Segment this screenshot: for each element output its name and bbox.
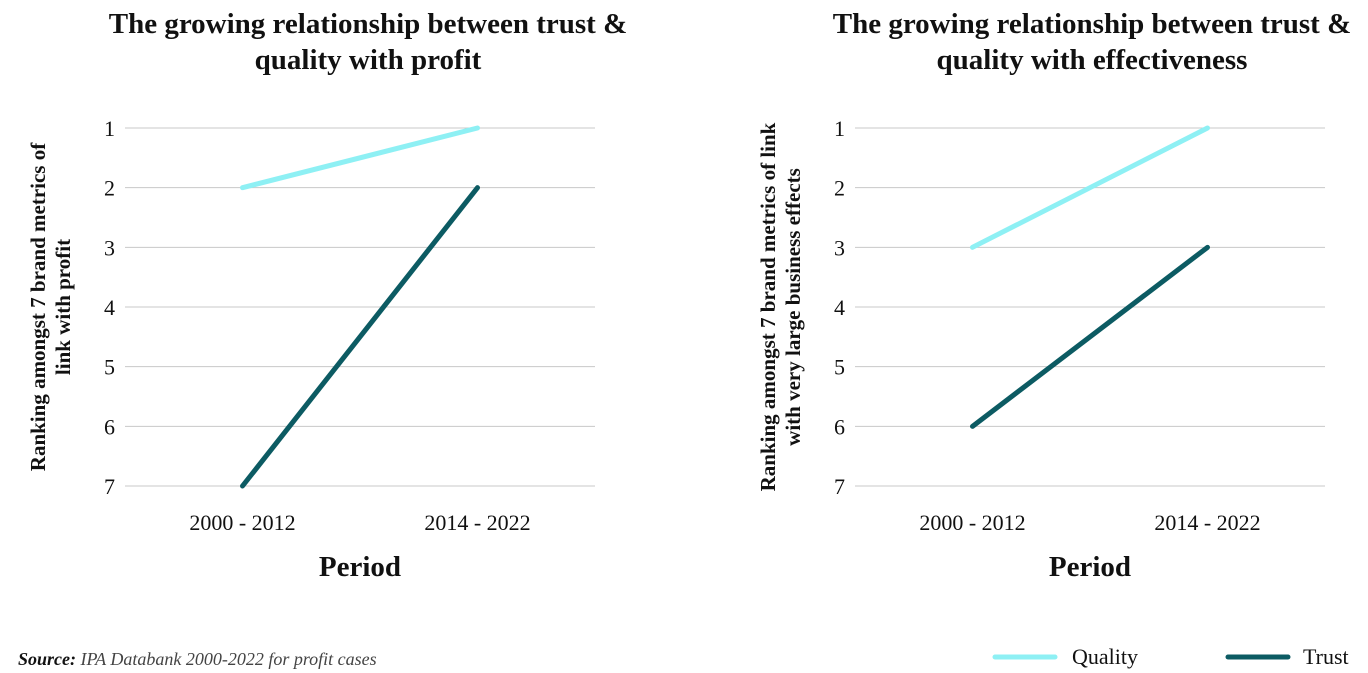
- y-tick-label: 5: [104, 355, 115, 380]
- y-axis-title-line-1: Ranking amongst 7 brand metrics of link: [756, 122, 780, 491]
- series-line-quality: [970, 125, 1210, 250]
- effectiveness-chart: The growing relationship between trust &…: [756, 8, 1351, 583]
- x-axis-title: Period: [1049, 551, 1131, 583]
- y-tick-label: 2: [834, 176, 845, 201]
- y-axis-title-line-2: link with profit: [51, 239, 75, 375]
- x-tick-label: 2000 - 2012: [919, 510, 1025, 535]
- chart-title-line-2: quality with effectiveness: [937, 44, 1248, 76]
- chart-title-line-1: The growing relationship between trust &: [833, 8, 1352, 40]
- y-tick-label: 2: [104, 176, 115, 201]
- y-axis-title-line-2: with very large business effects: [781, 168, 805, 446]
- y-tick-label: 3: [104, 235, 115, 260]
- y-axis-title-line-1: Ranking amongst 7 brand metrics of: [26, 142, 50, 471]
- y-tick-label: 4: [104, 295, 115, 320]
- legend-label-trust: Trust: [1303, 644, 1349, 669]
- y-tick-label: 3: [834, 235, 845, 260]
- y-tick-label: 1: [834, 116, 845, 141]
- y-tick-label: 7: [104, 474, 115, 499]
- source-note: Source: IPA Databank 2000-2022 for profi…: [18, 649, 377, 670]
- source-label: Source:: [18, 649, 76, 669]
- x-tick-label: 2014 - 2022: [1154, 510, 1260, 535]
- legend-label-quality: Quality: [1072, 644, 1138, 669]
- y-tick-label: 6: [834, 414, 845, 439]
- y-tick-label: 7: [834, 474, 845, 499]
- x-tick-label: 2014 - 2022: [424, 510, 530, 535]
- legend: Quality Trust: [992, 644, 1349, 669]
- series-line-trust: [240, 185, 480, 489]
- chart-title-line-1: The growing relationship between trust &: [109, 8, 628, 40]
- y-tick-label: 1: [104, 116, 115, 141]
- y-tick-label: 6: [104, 414, 115, 439]
- source-text: IPA Databank 2000-2022 for profit cases: [76, 649, 377, 669]
- series-line-quality: [240, 125, 480, 191]
- chart-title-line-2: quality with profit: [255, 44, 482, 76]
- x-axis-title: Period: [319, 551, 401, 583]
- y-tick-label: 5: [834, 355, 845, 380]
- x-tick-label: 2000 - 2012: [189, 510, 295, 535]
- y-tick-label: 4: [834, 295, 845, 320]
- profit-chart: The growing relationship between trust &…: [26, 8, 627, 583]
- series-line-trust: [970, 244, 1210, 429]
